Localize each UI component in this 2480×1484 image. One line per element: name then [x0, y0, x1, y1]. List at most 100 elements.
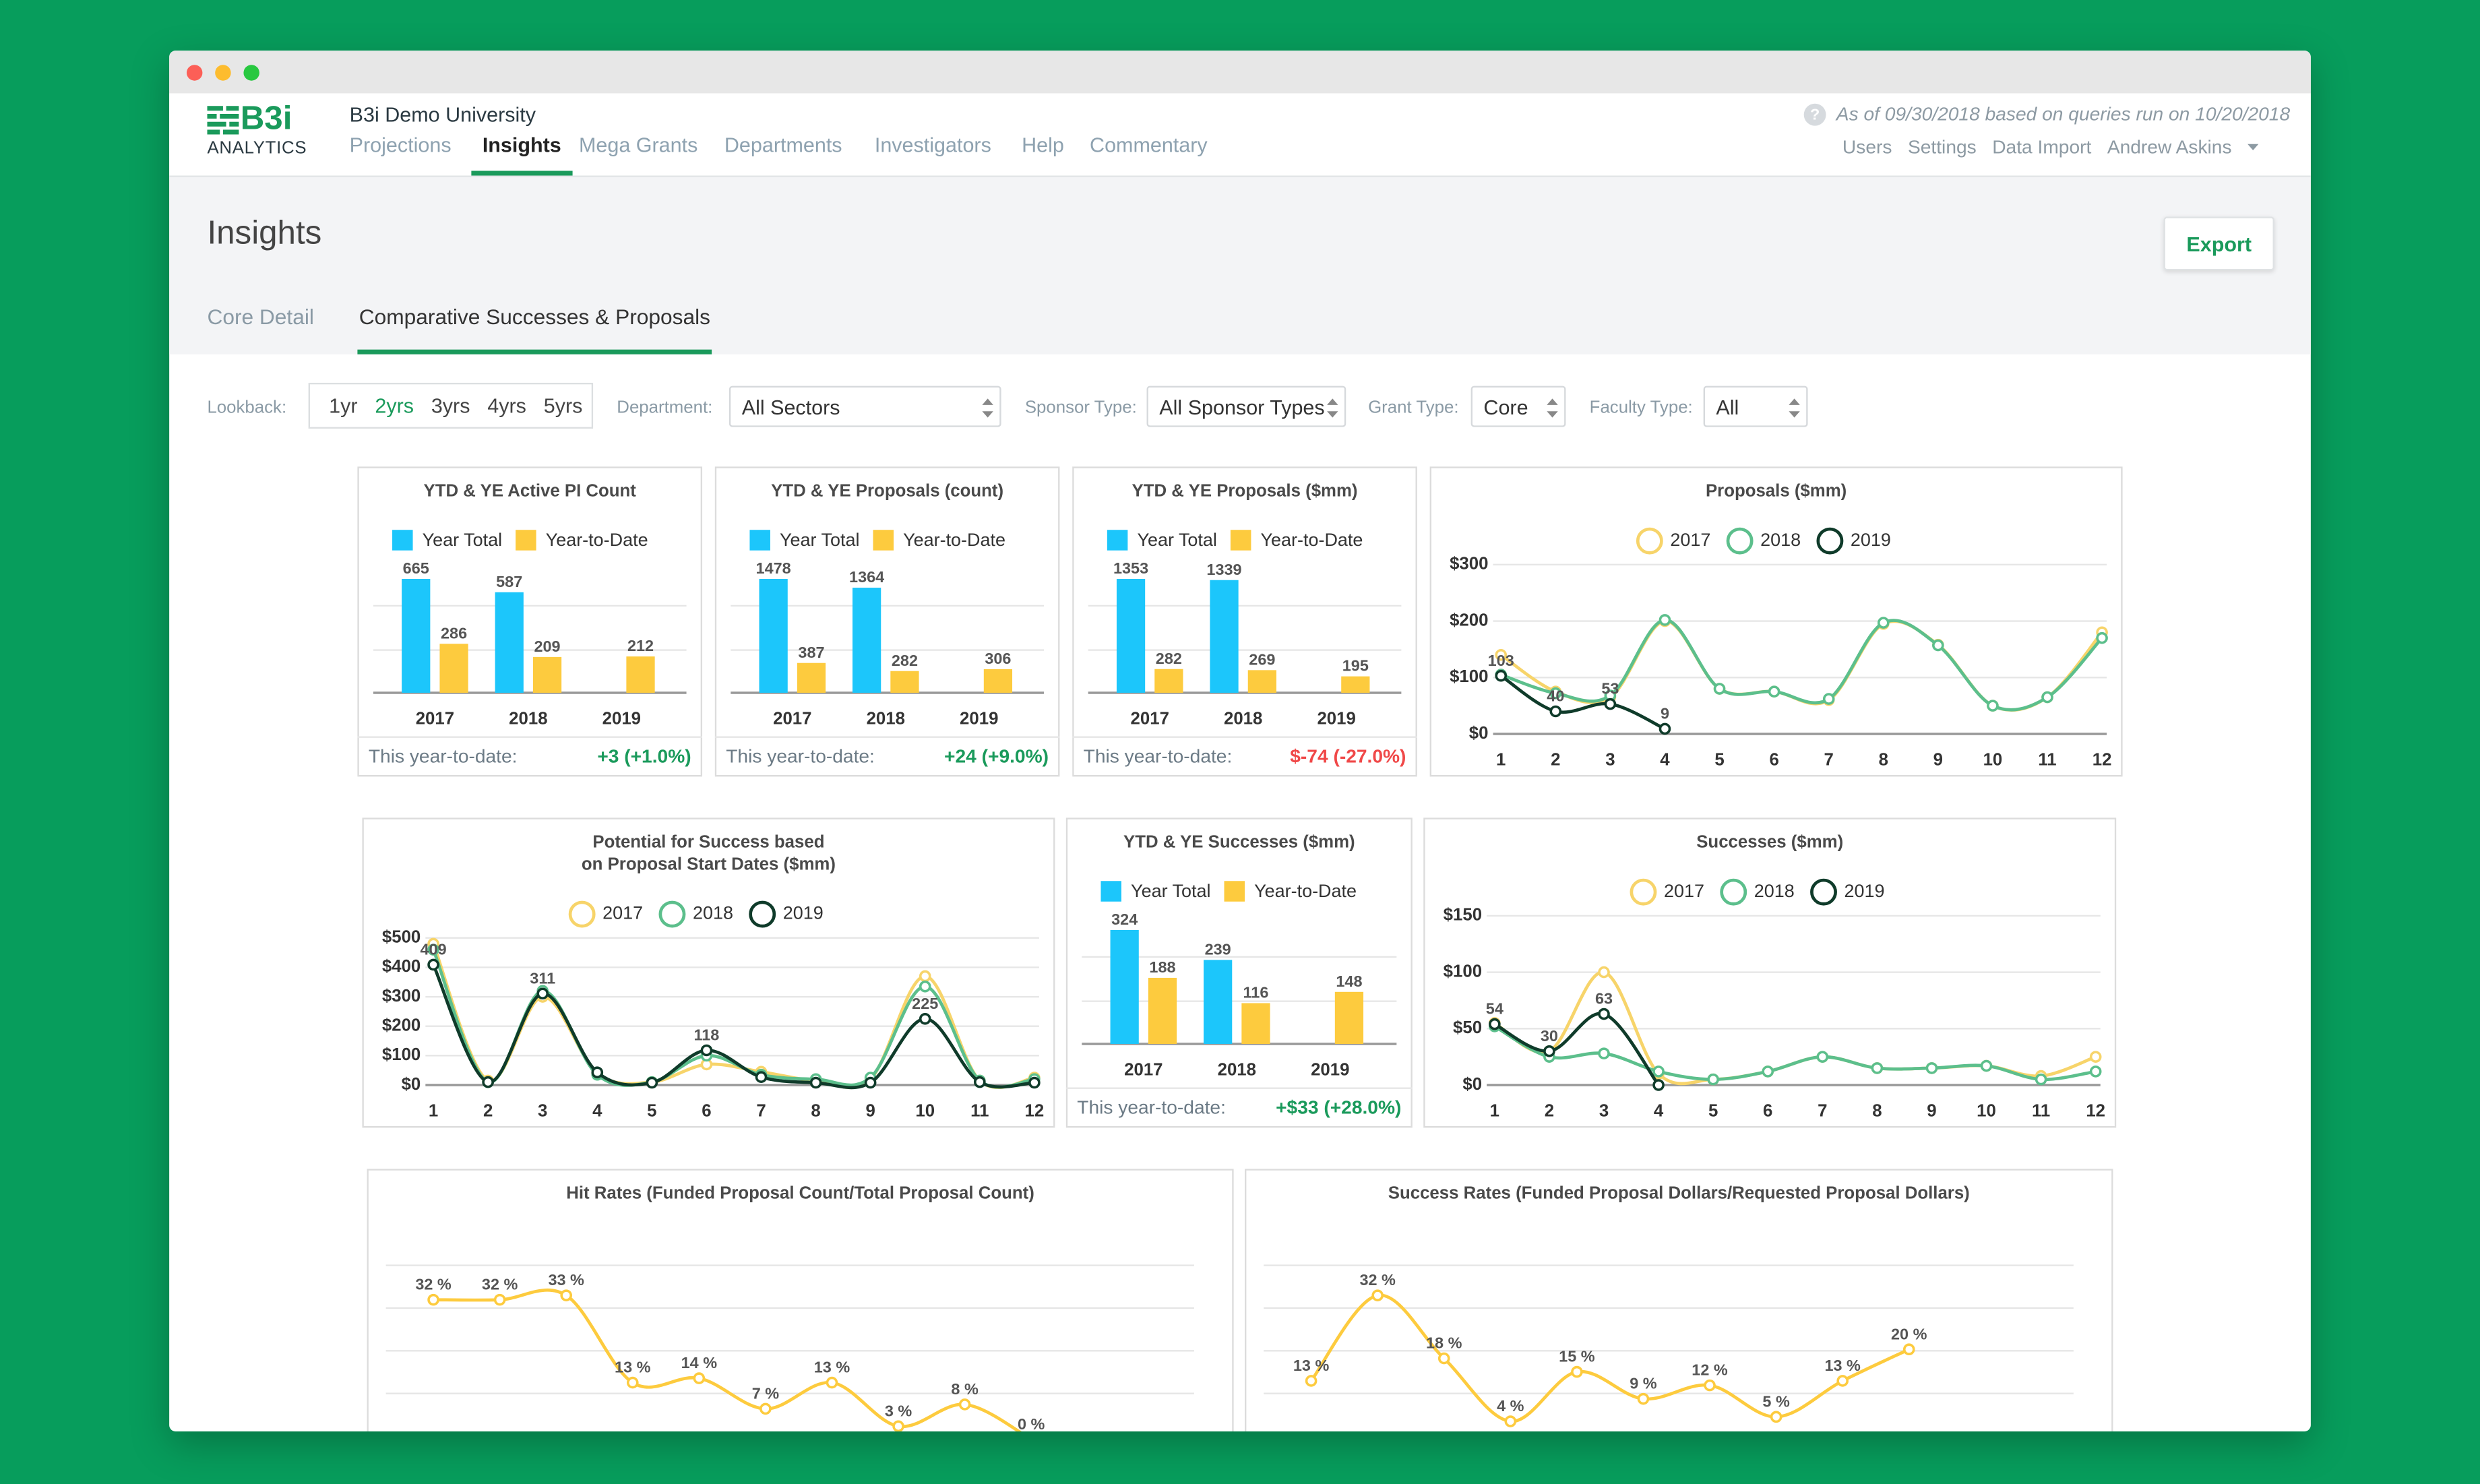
logo[interactable]: B3i ANALYTICS: [207, 104, 334, 161]
tab[interactable]: Core Detail: [207, 305, 314, 330]
legend-marker: [1630, 878, 1657, 906]
x-tick-label: 2019: [1311, 1061, 1349, 1080]
help-icon[interactable]: ?: [1803, 103, 1827, 127]
data-label: 148: [1336, 972, 1362, 990]
data-label: 286: [441, 624, 467, 642]
x-tick-label: 7: [1824, 751, 1834, 770]
close-button[interactable]: [186, 65, 203, 81]
x-tick-label: 2019: [960, 710, 998, 729]
legend-marker: [568, 900, 596, 928]
data-point: [1925, 1062, 1938, 1074]
nav-item[interactable]: Investigators: [874, 133, 991, 157]
data-label: 4 %: [1497, 1397, 1524, 1415]
data-point: [1713, 683, 1726, 695]
lookback-option[interactable]: 1yr: [329, 394, 358, 418]
data-point: [892, 1420, 904, 1431]
bar: [797, 662, 826, 693]
data-point: [919, 970, 931, 983]
select[interactable]: All Sponsor Types: [1146, 385, 1346, 427]
lookback-option[interactable]: 4yrs: [487, 394, 526, 418]
data-point: [1932, 639, 1944, 652]
bar: [1241, 1003, 1270, 1044]
legend-label: 2018: [1754, 881, 1795, 901]
minimize-button[interactable]: [215, 65, 231, 81]
bar: [1204, 960, 1233, 1044]
legend-marker: [1810, 878, 1837, 906]
data-label: 30: [1541, 1027, 1558, 1045]
lookback-label: Lookback:: [207, 398, 287, 418]
legend-label: Year Total: [423, 530, 502, 550]
x-tick-label: 2: [1551, 751, 1560, 770]
data-label: 324: [1111, 910, 1138, 928]
data-point: [1762, 1065, 1774, 1078]
lookback-option[interactable]: 3yrs: [431, 394, 470, 418]
nav-item[interactable]: Projections: [349, 133, 452, 157]
nav-item[interactable]: Help: [1022, 133, 1064, 157]
user-link[interactable]: Data Import: [1992, 135, 2092, 158]
lookback-group: 1yr 2yrs 3yrs 4yrs 5yrs: [308, 382, 594, 429]
select[interactable]: All Sectors: [728, 385, 1001, 427]
arrow-up: [1327, 398, 1338, 405]
x-tick-label: 7: [756, 1102, 766, 1121]
data-point: [1652, 1079, 1665, 1091]
select[interactable]: All: [1703, 385, 1808, 427]
data-point: [1495, 648, 1508, 661]
nav-underline: [471, 171, 573, 176]
legend-label: Year Total: [780, 530, 859, 550]
nav-item[interactable]: Mega Grants: [578, 133, 698, 157]
data-label: 282: [1156, 650, 1182, 667]
data-point: [591, 1066, 604, 1079]
chart-title: YTD & YE Proposals (count): [771, 482, 1003, 501]
bar: [1148, 977, 1177, 1044]
nav-item[interactable]: Commentary: [1090, 133, 1208, 157]
data-label: 306: [985, 650, 1011, 667]
x-tick-label: 9: [1933, 751, 1943, 770]
footer-label: This year-to-date:: [369, 746, 518, 767]
data-label: 1339: [1206, 561, 1241, 578]
data-label: 116: [1243, 984, 1269, 1001]
export-button[interactable]: Export: [2163, 216, 2274, 271]
lookback-option[interactable]: 5yrs: [543, 394, 583, 418]
nav-item[interactable]: Departments: [724, 133, 842, 157]
series-line: [433, 1288, 1022, 1431]
chart-panel: YTD & YE Successes ($mm) Year Total 324 239…: [1065, 817, 1413, 1128]
x-tick-label: 10: [1983, 751, 2003, 770]
select[interactable]: Core: [1470, 385, 1566, 427]
data-point: [427, 1293, 439, 1306]
nav-item[interactable]: Insights: [482, 133, 561, 157]
data-label: 212: [627, 637, 654, 654]
arrow-down: [1547, 411, 1558, 418]
user-link[interactable]: Users: [1842, 135, 1892, 158]
legend-label: Year-to-Date: [546, 530, 648, 550]
chart: YTD & YE Successes ($mm) Year Total 324 239…: [1065, 833, 1413, 1118]
lookback-option[interactable]: 2yrs: [375, 394, 414, 418]
data-point: [1437, 1352, 1450, 1365]
chart: YTD & YE Proposals ($mm) Year Total 1353 13…: [1072, 482, 1417, 767]
x-tick-label: 6: [702, 1102, 711, 1121]
data-label: 32 %: [415, 1276, 452, 1293]
x-tick-label: 2017: [1131, 710, 1169, 729]
data-label: 54: [1486, 1000, 1504, 1018]
data-label: 9 %: [1630, 1375, 1657, 1392]
bar: [1341, 676, 1370, 693]
data-label: 188: [1149, 958, 1175, 976]
chart: YTD & YE Active PI Count Year Total 665 587…: [357, 482, 703, 767]
footer-value: $-74 (-27.0%): [1290, 746, 1406, 767]
data-point: [560, 1289, 573, 1301]
legend-marker: [1636, 527, 1663, 555]
data-label: 9: [1661, 705, 1669, 722]
data-point: [693, 1372, 706, 1384]
filter-label: Sponsor Type:: [1024, 398, 1137, 418]
user-link[interactable]: Settings: [1907, 135, 1977, 158]
tab[interactable]: Comparative Successes & Proposals: [359, 305, 711, 330]
data-point: [1489, 1018, 1501, 1030]
bar: [532, 656, 562, 693]
select-value: All Sectors: [741, 394, 840, 419]
select-value: Core: [1483, 394, 1528, 419]
data-point: [1598, 1008, 1610, 1020]
legend-label: 2019: [1844, 881, 1885, 901]
user-link[interactable]: Andrew Askins: [2107, 135, 2232, 158]
maximize-button[interactable]: [243, 65, 259, 81]
data-point: [1704, 1379, 1716, 1392]
browser-window: B3i ANALYTICS B3i Demo University ? As o…: [169, 51, 2311, 1431]
